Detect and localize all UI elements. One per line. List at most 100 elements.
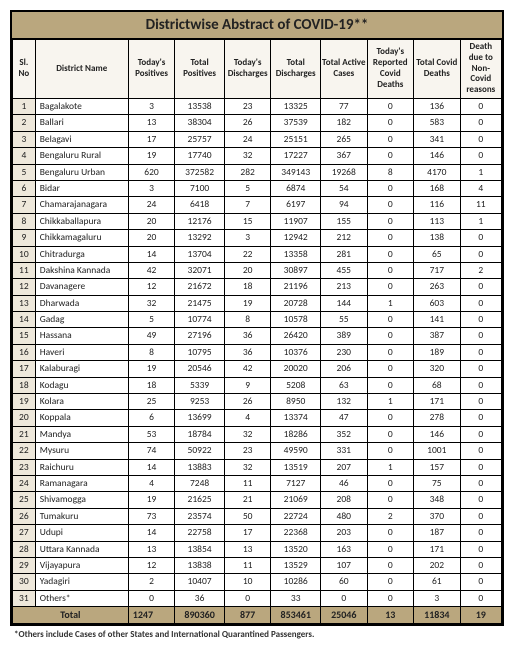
cell: 10795 bbox=[175, 344, 225, 360]
cell: 20546 bbox=[175, 361, 225, 377]
cell: 0 bbox=[367, 213, 414, 229]
cell: 30897 bbox=[271, 262, 321, 278]
cell: Yadagiri bbox=[35, 574, 128, 590]
cell: 11 bbox=[13, 262, 36, 278]
cell: 17740 bbox=[175, 148, 225, 164]
table-row: 12Davanagere1221672182119621302630 bbox=[13, 279, 502, 295]
cell: 50 bbox=[224, 508, 271, 524]
cell: 5 bbox=[128, 312, 175, 328]
cell: 15 bbox=[13, 328, 36, 344]
cell: 13 bbox=[128, 115, 175, 131]
table-row: 8Chikkaballapura2012176151190715501131 bbox=[13, 213, 502, 229]
cell: Raichuru bbox=[35, 459, 128, 475]
cell: 4 bbox=[460, 180, 501, 196]
table-row: 21Mandya5318784321828635201460 bbox=[13, 426, 502, 442]
cell: 19268 bbox=[321, 164, 368, 180]
cell: Dharwada bbox=[35, 295, 128, 311]
cell: 7100 bbox=[175, 180, 225, 196]
cell: 132 bbox=[321, 394, 368, 410]
cell: 12 bbox=[128, 279, 175, 295]
cell: 11 bbox=[224, 475, 271, 491]
cell: 19 bbox=[224, 295, 271, 311]
cell: 12 bbox=[128, 557, 175, 573]
cell: 25 bbox=[128, 394, 175, 410]
cell: 21625 bbox=[175, 492, 225, 508]
cell: Bengaluru Urban bbox=[35, 164, 128, 180]
cell: 136 bbox=[414, 98, 461, 114]
cell: 8 bbox=[224, 312, 271, 328]
cell: 18 bbox=[128, 377, 175, 393]
cell: 187 bbox=[414, 525, 461, 541]
cell: 389 bbox=[321, 328, 368, 344]
cell: 202 bbox=[414, 557, 461, 573]
cell: 14 bbox=[128, 459, 175, 475]
cell: 28 bbox=[13, 541, 36, 557]
cell: 0 bbox=[460, 426, 501, 442]
table-row: 30Yadagiri2104071010286600610 bbox=[13, 574, 502, 590]
cell: 0 bbox=[367, 262, 414, 278]
cell: 1 bbox=[367, 459, 414, 475]
table-row: 28Uttara Kannada1313854131352016301710 bbox=[13, 541, 502, 557]
cell: 33 bbox=[271, 590, 321, 606]
cell: 278 bbox=[414, 410, 461, 426]
cell: 68 bbox=[414, 377, 461, 393]
table-total-row: Total124789036087785346125046131183419 bbox=[13, 607, 502, 624]
cell: 182 bbox=[321, 115, 368, 131]
cell: 0 bbox=[367, 180, 414, 196]
cell: 208 bbox=[321, 492, 368, 508]
cell: 0 bbox=[367, 230, 414, 246]
cell: 6 bbox=[128, 410, 175, 426]
cell: 20728 bbox=[271, 295, 321, 311]
cell: 53 bbox=[128, 426, 175, 442]
cell: 26 bbox=[13, 508, 36, 524]
table-row: 13Dharwada3221475192072814416030 bbox=[13, 295, 502, 311]
covid-district-table: Sl. NoDistrict NameToday's PositivesTota… bbox=[12, 39, 502, 624]
cell: 3 bbox=[414, 590, 461, 606]
cell: 36 bbox=[224, 344, 271, 360]
cell: 12176 bbox=[175, 213, 225, 229]
total-cell: 1247 bbox=[128, 607, 175, 624]
cell: 12 bbox=[13, 279, 36, 295]
cell: 63 bbox=[321, 377, 368, 393]
cell: 341 bbox=[414, 131, 461, 147]
cell: 0 bbox=[367, 525, 414, 541]
cell: 22724 bbox=[271, 508, 321, 524]
cell: 25151 bbox=[271, 131, 321, 147]
cell: 11907 bbox=[271, 213, 321, 229]
cell: 7 bbox=[13, 197, 36, 213]
cell: 65 bbox=[414, 246, 461, 262]
cell: 32071 bbox=[175, 262, 225, 278]
cell: 27196 bbox=[175, 328, 225, 344]
cell: 13529 bbox=[271, 557, 321, 573]
table-row: 26Tumakuru7323574502272448023700 bbox=[13, 508, 502, 524]
cell: 0 bbox=[367, 344, 414, 360]
cell: 20 bbox=[128, 213, 175, 229]
cell: 22 bbox=[13, 443, 36, 459]
total-cell: 890360 bbox=[175, 607, 225, 624]
cell: 0 bbox=[460, 394, 501, 410]
cell: 0 bbox=[367, 443, 414, 459]
cell: Mysuru bbox=[35, 443, 128, 459]
total-cell: 25046 bbox=[321, 607, 368, 624]
total-label: Total bbox=[13, 607, 129, 624]
cell: 20 bbox=[224, 262, 271, 278]
total-cell: 877 bbox=[224, 607, 271, 624]
cell: 13854 bbox=[175, 541, 225, 557]
cell: 14 bbox=[128, 246, 175, 262]
cell: 8 bbox=[13, 213, 36, 229]
cell: 0 bbox=[224, 590, 271, 606]
cell: 61 bbox=[414, 574, 461, 590]
cell: 168 bbox=[414, 180, 461, 196]
cell: 9253 bbox=[175, 394, 225, 410]
cell: 0 bbox=[367, 475, 414, 491]
total-cell: 19 bbox=[460, 607, 501, 624]
cell: 3 bbox=[128, 180, 175, 196]
col-header: Total Active Cases bbox=[321, 40, 368, 99]
cell: 0 bbox=[460, 443, 501, 459]
cell: 387 bbox=[414, 328, 461, 344]
cell: 7127 bbox=[271, 475, 321, 491]
col-header: Today's Positives bbox=[128, 40, 175, 99]
col-header: Total Covid Deaths bbox=[414, 40, 461, 99]
cell: Bidar bbox=[35, 180, 128, 196]
cell: 0 bbox=[460, 459, 501, 475]
